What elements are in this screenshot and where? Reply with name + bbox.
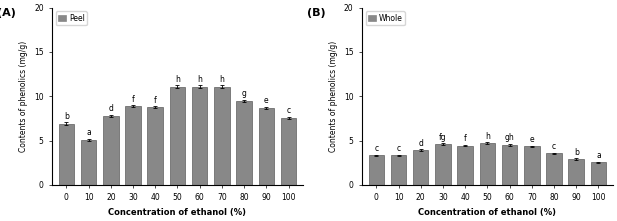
Bar <box>368 155 384 185</box>
Text: gh: gh <box>505 133 515 142</box>
Y-axis label: Contents of phenolics (mg/g): Contents of phenolics (mg/g) <box>329 41 338 152</box>
Bar <box>259 108 274 185</box>
Text: fg: fg <box>439 133 447 141</box>
Bar <box>546 153 561 185</box>
X-axis label: Concentration of ethanol (%): Concentration of ethanol (%) <box>418 208 557 217</box>
Bar <box>590 162 606 185</box>
Bar <box>568 159 584 185</box>
Text: c: c <box>397 144 400 153</box>
Text: c: c <box>375 144 378 153</box>
Text: f: f <box>464 134 466 143</box>
Legend: Whole: Whole <box>366 11 405 25</box>
Text: f: f <box>154 95 157 105</box>
Bar <box>281 118 296 185</box>
Bar <box>170 87 185 185</box>
Text: g: g <box>242 89 247 98</box>
Bar <box>81 140 96 185</box>
X-axis label: Concentration of ethanol (%): Concentration of ethanol (%) <box>109 208 246 217</box>
Text: d: d <box>109 104 114 113</box>
Text: e: e <box>264 96 268 105</box>
Bar <box>214 87 230 185</box>
Bar <box>236 101 252 185</box>
Bar <box>457 145 473 185</box>
Text: b: b <box>574 148 579 157</box>
Text: h: h <box>485 132 490 141</box>
Bar <box>524 146 539 185</box>
Text: e: e <box>529 135 534 144</box>
Bar <box>435 144 450 185</box>
Text: h: h <box>175 75 180 84</box>
Y-axis label: Contents of phenolics (mg/g): Contents of phenolics (mg/g) <box>20 41 28 152</box>
Text: a: a <box>596 151 601 160</box>
Text: c: c <box>286 106 291 115</box>
Bar <box>479 143 495 185</box>
Text: d: d <box>418 139 423 148</box>
Bar <box>192 87 207 185</box>
Bar <box>59 124 74 185</box>
Text: h: h <box>220 75 225 84</box>
Bar <box>147 107 163 185</box>
Bar <box>502 145 517 185</box>
Bar <box>413 150 428 185</box>
Text: a: a <box>86 128 91 137</box>
Text: c: c <box>552 143 556 151</box>
Text: f: f <box>131 95 135 104</box>
Bar <box>391 155 406 185</box>
Bar <box>103 116 118 185</box>
Text: b: b <box>64 112 69 121</box>
Text: (B): (B) <box>307 8 325 18</box>
Text: (A): (A) <box>0 8 15 18</box>
Bar <box>125 106 141 185</box>
Text: h: h <box>197 75 202 84</box>
Legend: Peel: Peel <box>56 11 87 25</box>
